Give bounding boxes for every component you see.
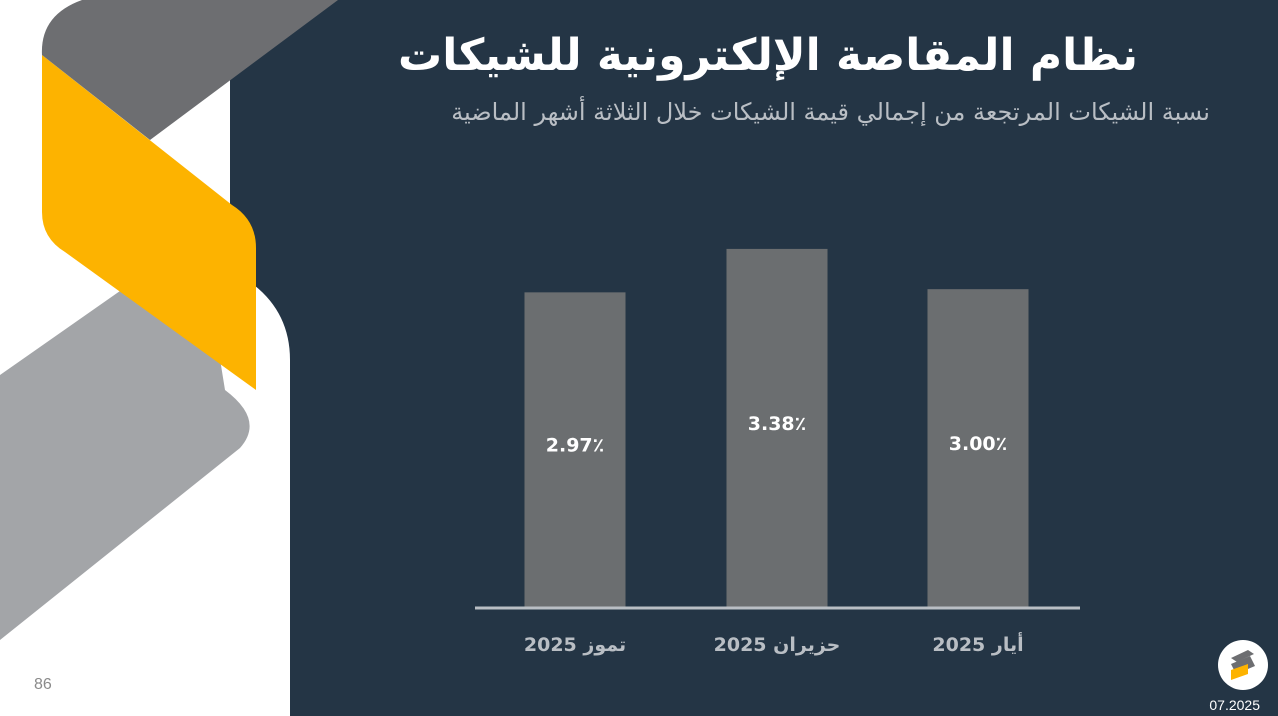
company-logo: [1218, 640, 1268, 690]
bar-2: [726, 248, 828, 607]
labels-layer: 2.97٪ تموز 2025 3.38٪ حزيران 2025 3.00٪ أيار …: [524, 413, 1024, 656]
ribbon-dark-gray: [41, 0, 339, 140]
category-label-1: تموز 2025: [524, 634, 626, 656]
bar-1: [524, 292, 626, 607]
date-code: 07.2025: [1209, 697, 1260, 713]
company-logo-icon: [1231, 650, 1255, 680]
category-label-2: حزيران 2025: [714, 634, 841, 656]
logo-top-shape: [1231, 650, 1254, 662]
bar-3: [927, 289, 1029, 607]
ribbon-yellow: [42, 55, 256, 390]
data-label-3: 3.00٪: [949, 433, 1007, 455]
bars-layer: [524, 248, 1029, 607]
slide-subtitle: نسبة الشيكات المرتجعة من إجمالي قيمة الش…: [451, 98, 1210, 126]
logo-bottom-shape: [1231, 664, 1248, 680]
data-label-2: 3.38٪: [748, 413, 806, 435]
page-number: 86: [34, 676, 52, 693]
slide-title: نظام المقاصة الإلكترونية للشيكات: [398, 30, 1138, 81]
data-label-1: 2.97٪: [546, 435, 604, 457]
category-label-3: أيار 2025: [932, 632, 1023, 656]
